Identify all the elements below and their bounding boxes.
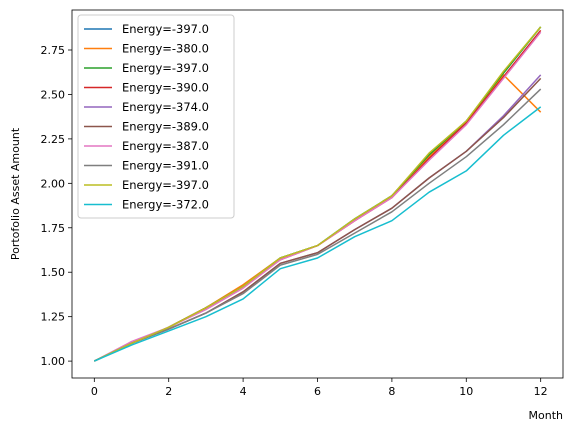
legend-entry-label: Energy=-374.0 [122,100,209,114]
x-tick-label: 6 [314,385,321,398]
y-axis: 1.00 1.25 1.50 1.75 2.00 2.25 2.50 2.75 [41,44,72,368]
series-lines [93,26,542,362]
y-tick-label: 2.75 [41,44,66,57]
y-tick-label: 1.75 [41,222,66,235]
legend-entry-label: Energy=-380.0 [122,42,209,56]
legend-entry-label: Energy=-387.0 [122,139,209,153]
legend: Energy=-397.0 Energy=-380.0 Energy=-397.0 E… [77,14,235,219]
legend-box [77,14,235,219]
y-axis-label: Portofolio Asset Amount [9,127,22,260]
legend-entry-label: Energy=-372.0 [122,198,209,212]
y-tick-label: 1.00 [41,355,66,368]
series-line-9 [93,26,542,362]
legend-entry-label: Energy=-390.0 [122,81,209,95]
x-tick-label: 0 [91,385,98,398]
series-line-8 [93,88,542,362]
legend-entry-label: Energy=-397.0 [122,178,209,192]
x-axis-label: Month [529,409,564,422]
legend-entry-label: Energy=-389.0 [122,120,209,134]
y-tick-label: 2.00 [41,177,66,190]
x-tick-label: 4 [240,385,247,398]
legend-entry-label: Energy=-391.0 [122,159,209,173]
x-tick-label: 2 [165,385,172,398]
legend-entry-label: Energy=-397.0 [122,61,209,75]
legend-entry-label: Energy=-397.0 [122,22,209,36]
series-line-10 [94,106,542,362]
x-tick-label: 8 [388,385,395,398]
x-tick-label: 12 [534,385,548,398]
y-tick-label: 1.25 [41,311,66,324]
x-axis: 0 2 4 6 8 10 12 [91,378,548,398]
x-tick-label: 10 [459,385,473,398]
y-tick-label: 1.50 [41,266,66,279]
y-tick-label: 2.25 [41,133,66,146]
y-tick-label: 2.50 [41,88,66,101]
